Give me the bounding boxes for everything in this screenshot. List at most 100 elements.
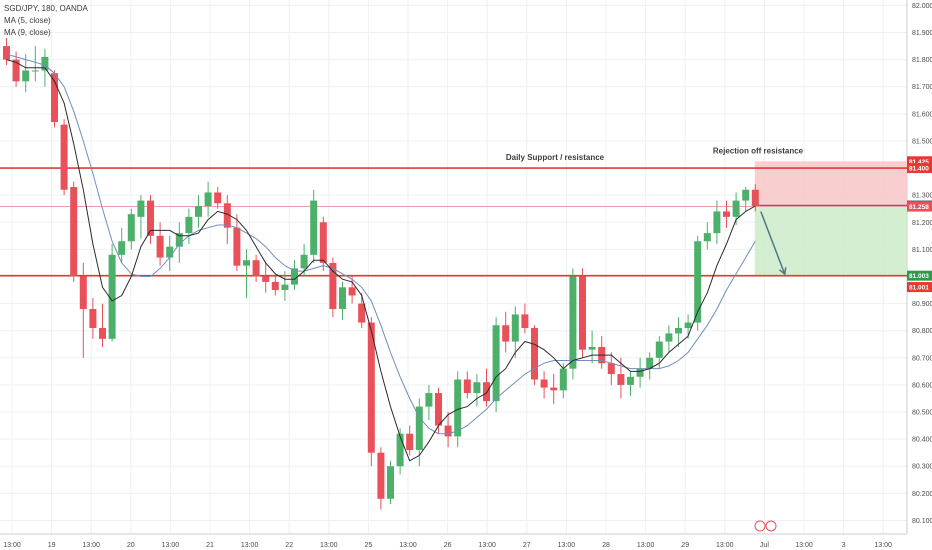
- candle-body: [243, 260, 250, 266]
- candle-body: [329, 262, 337, 310]
- candle: [233, 214, 241, 272]
- y-tick-label: 81.100: [912, 247, 932, 254]
- candle-body: [550, 387, 558, 391]
- candle: [166, 235, 174, 272]
- candle: [175, 222, 183, 263]
- x-tick-label: 13:00: [3, 542, 21, 549]
- projection-arrowhead: [778, 267, 787, 276]
- candle-body: [435, 393, 442, 426]
- candle: [550, 374, 558, 404]
- take-profit-zone: [754, 205, 907, 277]
- candle-body: [492, 325, 500, 402]
- x-tick-label: 19: [48, 542, 56, 549]
- y-tick-label: 80.900: [912, 301, 932, 308]
- candle-body: [646, 357, 654, 369]
- x-tick-label: 13:00: [478, 542, 496, 549]
- x-tick-label: 13:00: [716, 542, 734, 549]
- candle-body: [425, 393, 433, 407]
- candle: [483, 368, 490, 407]
- x-tick-label: 21: [206, 542, 214, 549]
- candle-body: [156, 235, 164, 258]
- y-tick-label: 80.300: [912, 464, 932, 471]
- candle: [243, 249, 250, 299]
- x-tick-label: 27: [523, 542, 531, 549]
- x-tick-label: 25: [365, 542, 373, 549]
- candle: [156, 222, 164, 266]
- candle-body: [348, 287, 356, 296]
- candle: [367, 317, 375, 467]
- candle: [742, 187, 750, 212]
- candle: [531, 325, 538, 385]
- candle: [348, 276, 356, 304]
- candle-body: [617, 374, 625, 385]
- projection-arrow: [760, 211, 786, 275]
- x-tick-label: 13:00: [162, 542, 180, 549]
- candle: [579, 268, 586, 358]
- candle: [723, 200, 730, 228]
- y-tick-label: 80.600: [912, 382, 932, 389]
- candle: [329, 257, 337, 318]
- candle-body: [3, 46, 10, 60]
- stop-price-badge: 81.425: [907, 156, 932, 167]
- candle-body: [127, 214, 135, 242]
- ma5-legend: MA (5, close): [4, 16, 51, 25]
- candle-body: [454, 379, 462, 437]
- candle-body: [166, 246, 174, 258]
- x-tick-label: 13:00: [82, 542, 100, 549]
- candle: [70, 181, 78, 282]
- candle-body: [502, 325, 510, 342]
- candle-body: [22, 70, 30, 82]
- candle: [713, 200, 721, 244]
- level-price-badge-text: 81.400: [909, 166, 929, 173]
- candle-body: [742, 189, 750, 201]
- candle-body: [531, 327, 538, 380]
- support-price-badge-text: 81.001: [909, 285, 929, 292]
- candle-body: [51, 73, 58, 122]
- candle: [118, 227, 126, 263]
- candle-body: [415, 406, 423, 450]
- y-tick-label: 80.800: [912, 328, 932, 335]
- candle-body: [387, 466, 394, 499]
- candle: [22, 54, 30, 93]
- y-tick-label: 81.900: [912, 30, 932, 37]
- candle-body: [12, 59, 20, 82]
- candle: [406, 425, 414, 456]
- candle: [703, 222, 711, 250]
- candle: [310, 189, 318, 263]
- y-tick-label: 81.500: [912, 138, 932, 145]
- candle-body: [233, 227, 241, 266]
- candle: [425, 384, 433, 421]
- candle: [108, 243, 116, 342]
- x-tick-label: 13:00: [795, 542, 813, 549]
- y-tick-label: 81.800: [912, 57, 932, 64]
- candle: [511, 306, 519, 358]
- level-price-badge-bg: [907, 163, 932, 174]
- x-tick-label: 22: [285, 542, 293, 549]
- candle-body: [367, 322, 375, 453]
- symbol-label: SGD/JPY, 180, OANDA: [4, 4, 88, 13]
- candle: [89, 298, 97, 339]
- candle-body: [147, 200, 154, 236]
- level-price-badge: 81.400: [907, 163, 932, 174]
- candle: [588, 330, 596, 364]
- candle: [252, 254, 260, 282]
- candle-body: [271, 281, 279, 291]
- candle: [291, 260, 298, 291]
- x-tick-label: Jul: [760, 542, 769, 549]
- stop-price-badge-bg: [907, 156, 932, 167]
- support-price-badge: 81.001: [907, 282, 932, 293]
- candle-body: [195, 206, 202, 217]
- x-tick-label: 13:00: [558, 542, 576, 549]
- candle-body: [339, 287, 346, 310]
- candle: [521, 303, 529, 334]
- candle-body: [483, 382, 490, 402]
- candle: [262, 262, 270, 293]
- candle: [444, 412, 452, 448]
- candle-body: [252, 260, 260, 277]
- candle: [99, 303, 106, 347]
- candle: [51, 70, 58, 128]
- candle: [79, 262, 87, 358]
- candle-body: [175, 233, 183, 247]
